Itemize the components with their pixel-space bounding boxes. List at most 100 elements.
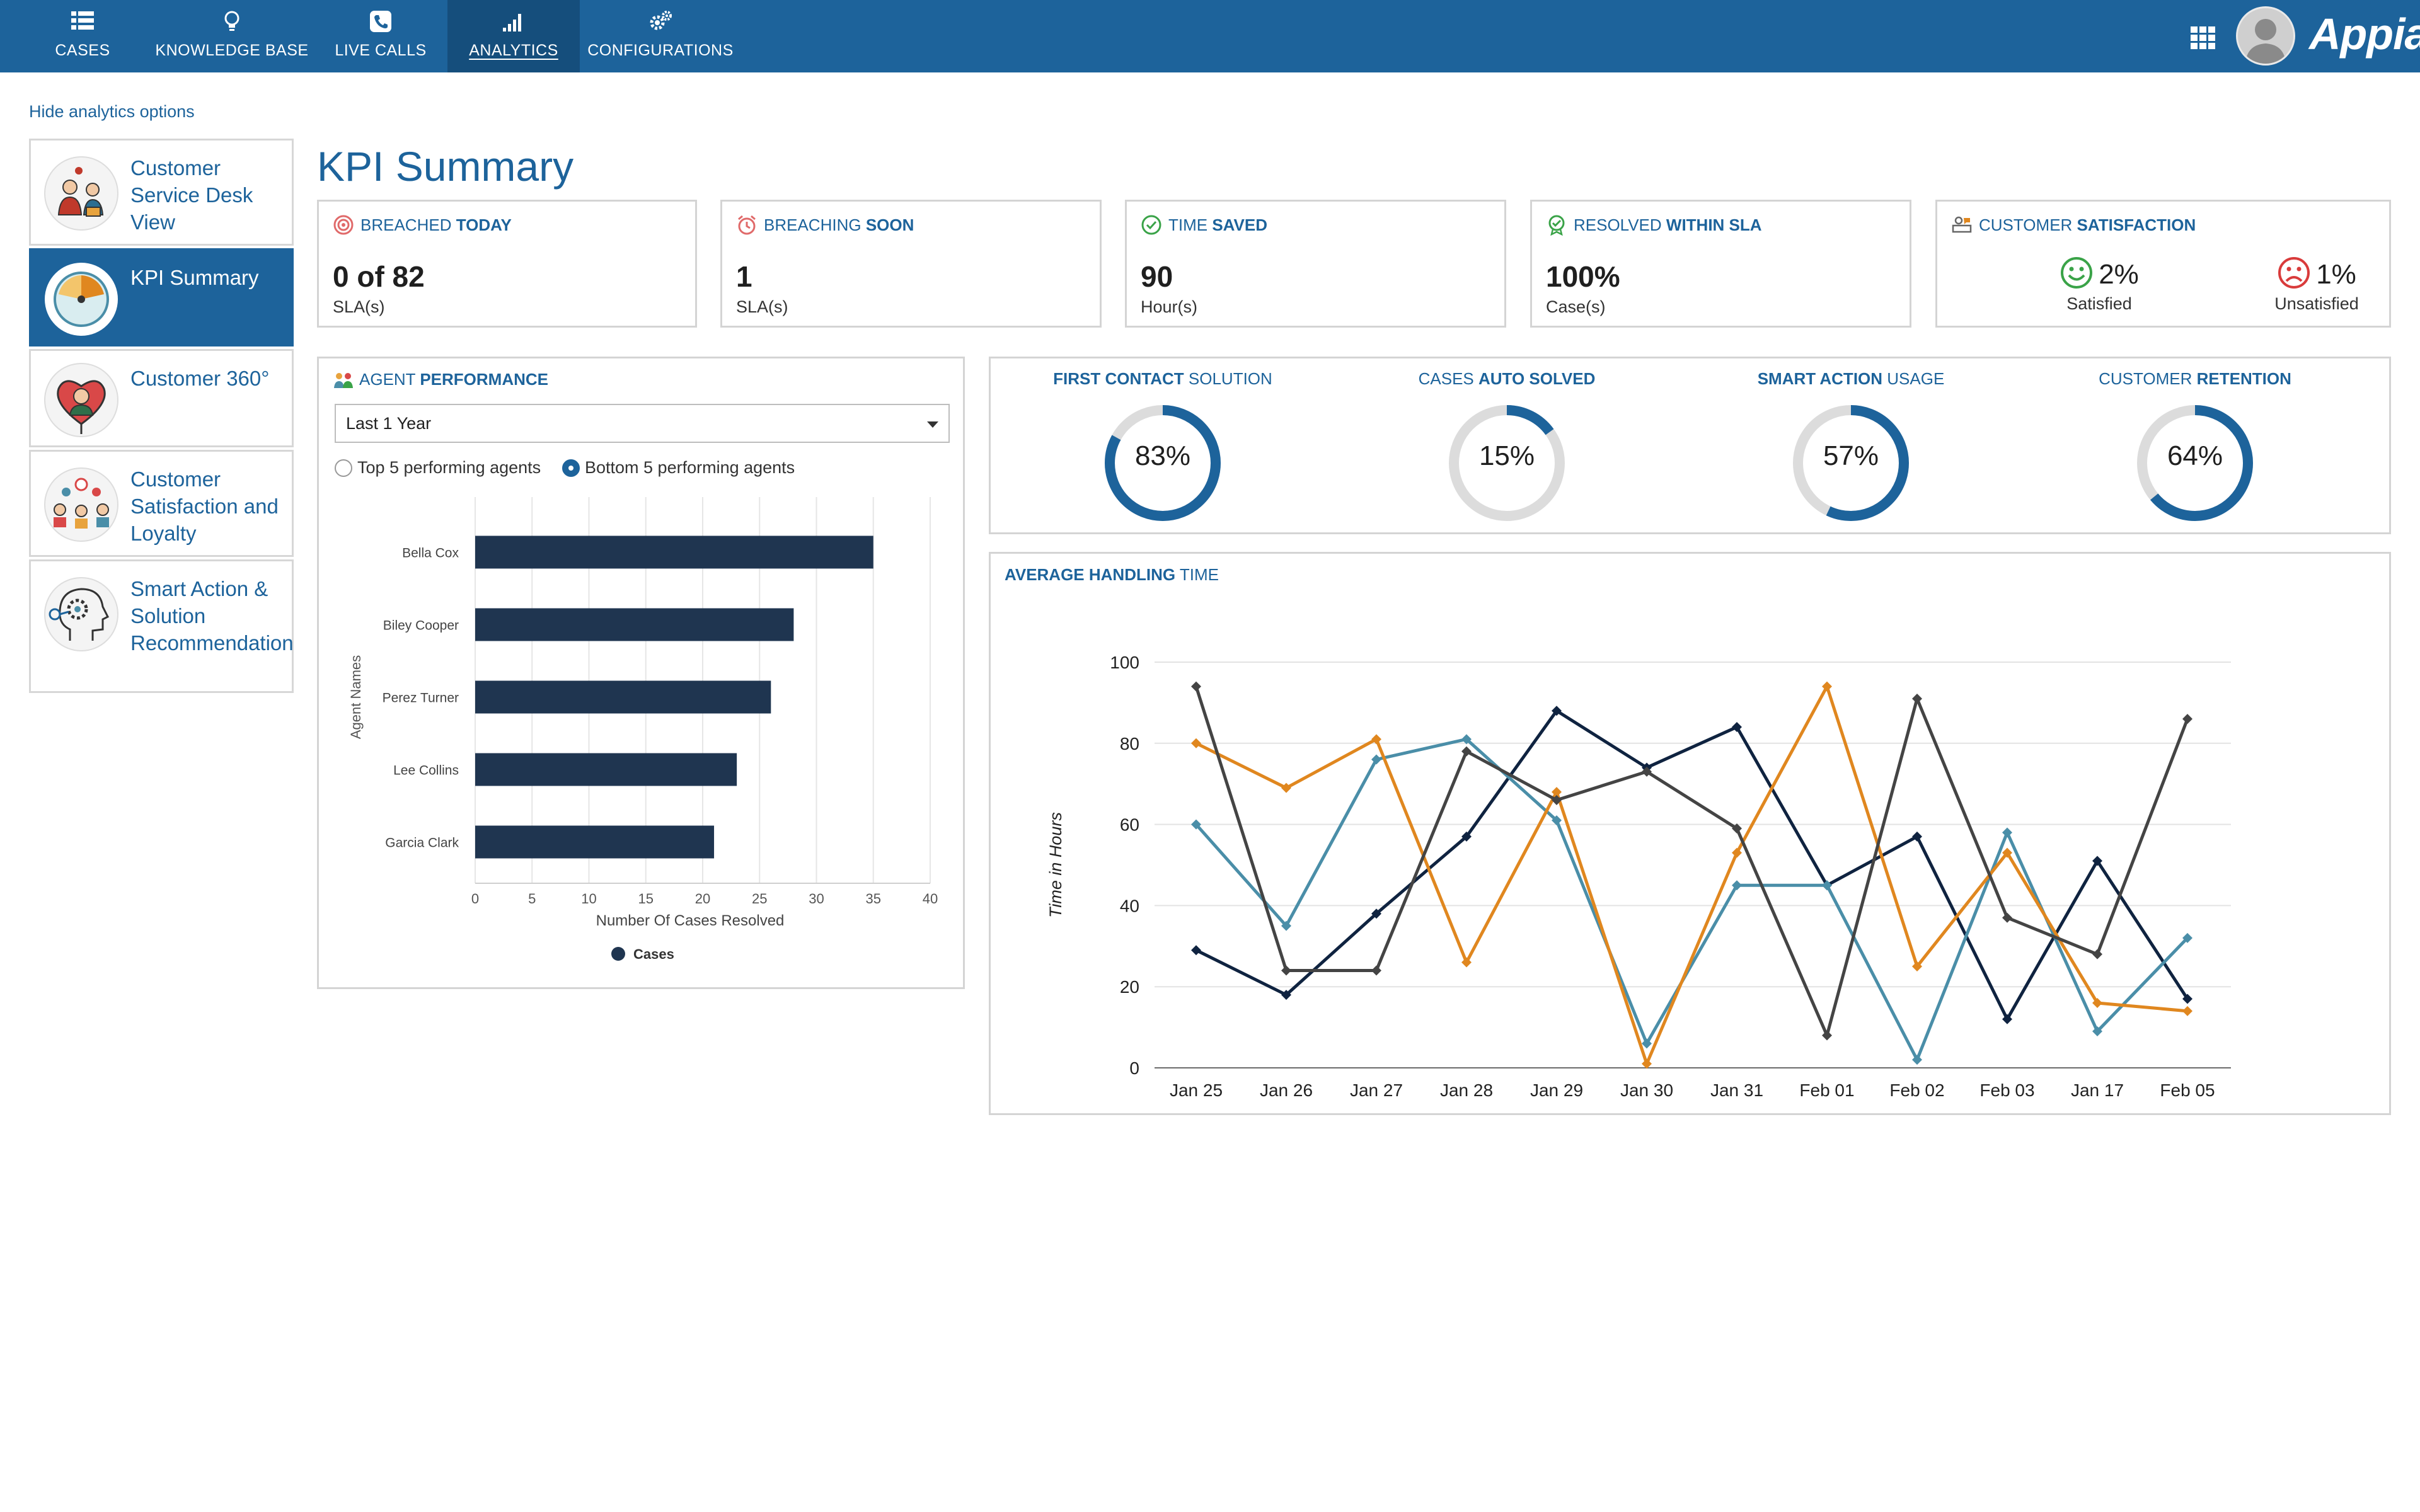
line-y-tick-label: 100 xyxy=(1110,653,1139,672)
line-point xyxy=(1191,945,1201,956)
line-point xyxy=(1371,754,1381,765)
unsatisfied-value: 1% xyxy=(2316,259,2356,290)
line-point xyxy=(2092,1026,2102,1037)
kpi-head-light: CUSTOMER xyxy=(1979,215,2077,234)
kpi-head-bold: SATISFACTION xyxy=(2077,215,2196,234)
nav-tab-analytics[interactable]: ANALYTICS xyxy=(447,0,580,72)
bar xyxy=(475,753,737,786)
line-point xyxy=(1642,1038,1652,1049)
target-icon xyxy=(333,215,354,235)
kpi-value: 1 xyxy=(736,260,752,293)
bar-x-tick-label: 10 xyxy=(581,891,596,907)
line-x-tick-label: Jan 27 xyxy=(1350,1080,1403,1100)
line-point xyxy=(2092,856,2102,866)
line-y-tick-label: 40 xyxy=(1120,896,1139,915)
sidebar-item-kpi-summary[interactable]: KPI Summary xyxy=(29,248,294,346)
period-dropdown[interactable]: Last 1 Year xyxy=(335,404,950,443)
kpi-unit: Case(s) xyxy=(1546,297,1606,316)
bar-x-tick-label: 40 xyxy=(923,891,938,907)
line-point xyxy=(1461,957,1472,968)
line-point xyxy=(1642,766,1652,777)
bar-x-tick-label: 25 xyxy=(752,891,767,907)
bar-x-tick-label: 30 xyxy=(809,891,824,907)
donut-value: 83% xyxy=(1134,440,1191,471)
line-x-tick-label: Feb 03 xyxy=(1979,1080,2034,1100)
bar-legend-label[interactable]: Cases xyxy=(633,946,674,962)
kpi-card-breached-today: BREACHED TODAY 0 of 82 SLA(s) xyxy=(317,200,697,328)
bar xyxy=(475,608,794,641)
customer-feedback-icon xyxy=(1952,216,1972,233)
radio-top-5-agents[interactable]: Top 5 performing agents xyxy=(335,458,541,478)
line-point xyxy=(1191,681,1201,692)
panel-title: AGENT PERFORMANCE xyxy=(333,370,548,389)
radio-bottom-5-agents[interactable]: Bottom 5 performing agents xyxy=(562,458,795,478)
kpi-unit: SLA(s) xyxy=(333,297,385,316)
line-point xyxy=(1912,1055,1922,1065)
line-point xyxy=(2182,932,2192,943)
line-point xyxy=(2002,827,2012,838)
line-point xyxy=(1822,681,1832,692)
line-x-tick-label: Jan 28 xyxy=(1440,1080,1493,1100)
line-point xyxy=(1371,965,1381,976)
page-title: KPI Summary xyxy=(317,143,574,190)
kpi-head-bold: WITHIN SLA xyxy=(1666,215,1762,234)
line-x-tick-label: Feb 01 xyxy=(1799,1080,1854,1100)
line-point xyxy=(1281,965,1291,976)
satisfied-label: Satisfied xyxy=(2066,294,2132,313)
bar-legend-marker xyxy=(611,947,625,961)
kpi-head-light: RESOLVED xyxy=(1574,215,1666,234)
nav-tab-knowledge-base[interactable]: KNOWLEDGE BASE xyxy=(155,0,309,72)
user-avatar[interactable] xyxy=(2236,6,2295,66)
nav-tab-configurations[interactable]: CONFIGURATIONS xyxy=(586,0,735,72)
nav-tab-label: CONFIGURATIONS xyxy=(587,42,734,59)
kpi-card-header: BREACHING SOON xyxy=(736,214,914,236)
check-circle-icon xyxy=(1141,215,1161,235)
donut-title-light: USAGE xyxy=(1882,369,1945,388)
smiley-face-icon xyxy=(2061,257,2093,289)
satisfaction-faces-icon xyxy=(44,467,118,542)
line-x-tick-label: Jan 26 xyxy=(1260,1080,1313,1100)
line-x-tick-label: Jan 31 xyxy=(1710,1080,1763,1100)
nav-tab-live-calls[interactable]: LIVE CALLS xyxy=(330,0,431,72)
nav-tab-cases[interactable]: CASES xyxy=(38,0,127,72)
sidebar-item-label: KPI Summary xyxy=(130,266,259,289)
sidebar-item-customer-satisfaction-loyalty[interactable]: Customer Satisfaction and Loyalty xyxy=(29,450,294,557)
kpi-card-header: BREACHED TODAY xyxy=(333,214,512,236)
radio-label: Top 5 performing agents xyxy=(357,458,541,477)
line-point xyxy=(1732,722,1742,733)
service-desk-icon xyxy=(44,156,118,231)
app-grid-icon[interactable] xyxy=(2189,25,2217,50)
unsatisfied-block: 1% Unsatisfied xyxy=(2222,256,2411,314)
line-y-axis-title: Time in Hours xyxy=(1046,812,1065,918)
sidebar-item-customer-360[interactable]: Customer 360° xyxy=(29,349,294,447)
line-point xyxy=(2002,847,2012,858)
donut-title-bold: FIRST CONTACT xyxy=(1053,369,1184,388)
sidebar-item-label: Smart Action & Solution Recommendation xyxy=(130,577,294,655)
line-x-tick-label: Jan 29 xyxy=(1530,1080,1583,1100)
bar-category-label: Bella Cox xyxy=(402,546,459,561)
sidebar-item-smart-action-solution[interactable]: Smart Action & Solution Recommendation xyxy=(29,559,294,693)
line-point xyxy=(1281,920,1291,931)
line-point xyxy=(1461,746,1472,757)
line-point xyxy=(1461,734,1472,745)
hide-analytics-options-link[interactable]: Hide analytics options xyxy=(29,102,195,121)
phone-icon xyxy=(370,11,391,32)
sidebar-item-label: Customer Service Desk View xyxy=(130,156,253,234)
sidebar-item-customer-service-desk-view[interactable]: Customer Service Desk View xyxy=(29,139,294,246)
badge-check-icon xyxy=(1548,215,1565,236)
line-point xyxy=(1732,823,1742,834)
agent-performance-bar-chart: 0 5 10 15 20 25 30 35 40 Bella Cox Biley Cooper Per… xyxy=(348,497,938,962)
radio-unchecked-icon xyxy=(335,459,352,477)
kpi-head-light: TIME xyxy=(1168,215,1213,234)
gears-icon xyxy=(650,11,672,30)
donut-title-bold: SMART ACTION xyxy=(1757,369,1883,388)
cases-list-icon xyxy=(71,11,94,30)
sidebar-item-label: Customer Satisfaction and Loyalty xyxy=(130,467,279,545)
nav-tab-label: CASES xyxy=(55,42,110,59)
line-point xyxy=(1552,794,1562,805)
line-point xyxy=(1732,880,1742,891)
agent-performance-panel: AGENT PERFORMANCE Last 1 Year Top 5 perf… xyxy=(317,357,965,989)
donut-ring xyxy=(1449,405,1565,521)
unsatisfied-label: Unsatisfied xyxy=(2274,294,2359,313)
bar-x-tick-label: 35 xyxy=(866,891,881,907)
